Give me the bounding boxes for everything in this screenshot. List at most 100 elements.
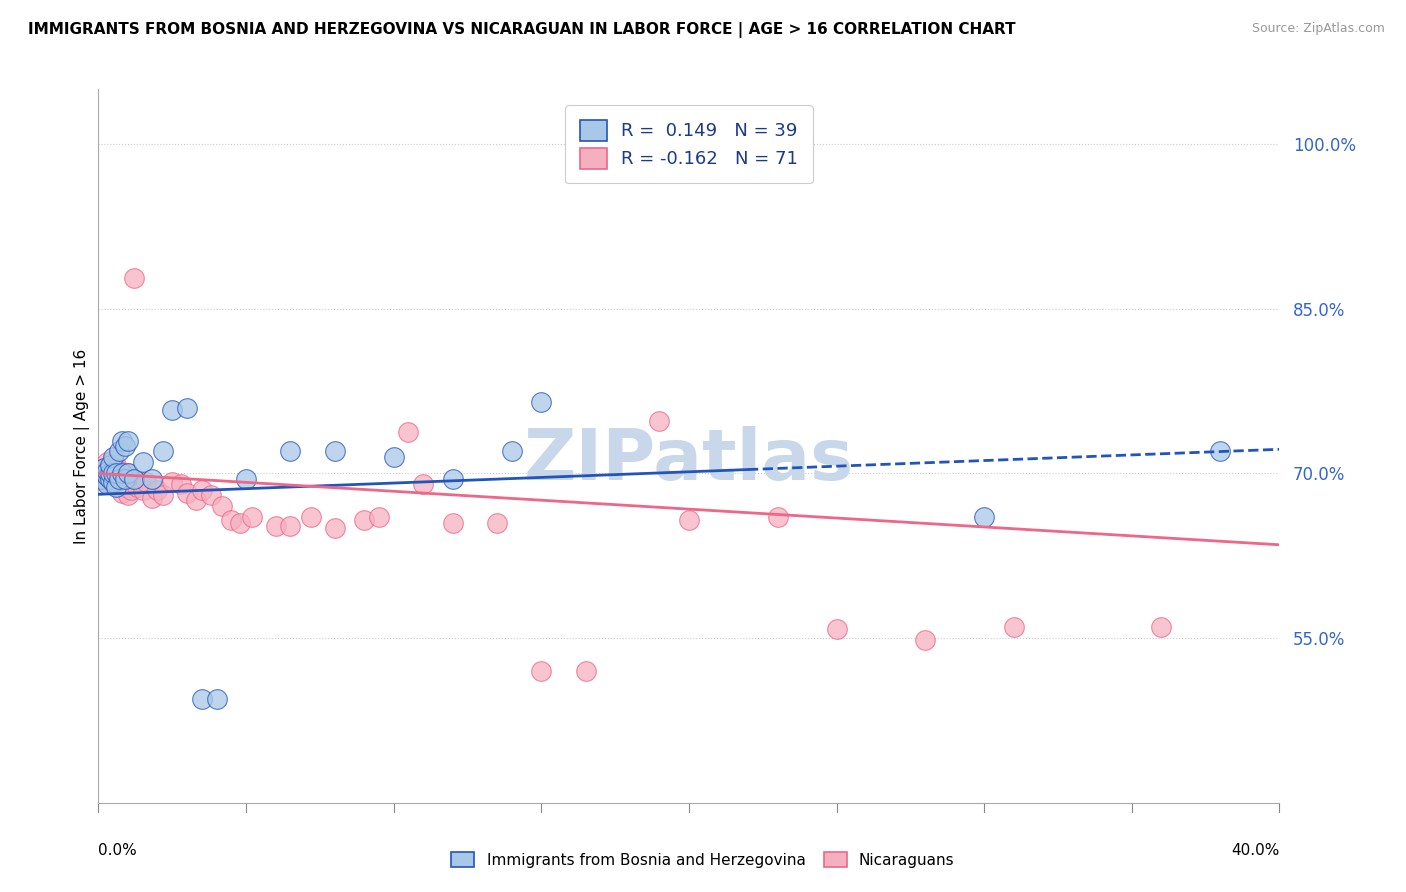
Point: [103, 453, 125, 467]
Point: [486, 516, 509, 530]
Point: [135, 475, 157, 490]
Point: [117, 434, 139, 448]
Point: [264, 519, 287, 533]
Point: [353, 512, 375, 526]
Point: [382, 450, 405, 464]
Point: [412, 477, 434, 491]
Point: [93, 467, 115, 481]
Point: [323, 521, 346, 535]
Point: [152, 488, 174, 502]
Text: 0.0%: 0.0%: [98, 843, 138, 858]
Point: [219, 512, 242, 526]
Point: [825, 623, 848, 637]
Point: [111, 467, 134, 481]
Point: [96, 477, 118, 491]
Point: [678, 512, 700, 526]
Point: [96, 464, 118, 478]
Point: [98, 459, 121, 474]
Point: [93, 461, 115, 475]
Point: [162, 475, 183, 490]
Point: [299, 510, 322, 524]
Point: [396, 425, 419, 439]
Point: [128, 475, 150, 490]
Point: [441, 472, 464, 486]
Point: [530, 664, 553, 678]
Point: [96, 455, 118, 469]
Point: [141, 491, 163, 505]
Point: [108, 472, 131, 486]
Point: [1209, 444, 1232, 458]
Text: IMMIGRANTS FROM BOSNIA AND HERZEGOVINA VS NICARAGUAN IN LABOR FORCE | AGE > 16 C: IMMIGRANTS FROM BOSNIA AND HERZEGOVINA V…: [28, 22, 1015, 38]
Point: [120, 483, 142, 497]
Point: [141, 472, 163, 486]
Point: [114, 439, 136, 453]
Point: [114, 480, 136, 494]
Text: 40.0%: 40.0%: [1232, 843, 1279, 858]
Point: [105, 467, 128, 481]
Point: [117, 467, 139, 481]
Point: [914, 633, 936, 648]
Point: [108, 472, 131, 486]
Point: [176, 401, 198, 415]
Point: [120, 472, 142, 486]
Point: [278, 444, 302, 458]
Point: [766, 510, 789, 524]
Point: [90, 472, 112, 486]
Point: [114, 472, 136, 486]
Point: [98, 472, 121, 486]
Point: [368, 510, 391, 524]
Point: [1150, 620, 1173, 634]
Point: [211, 500, 233, 514]
Point: [111, 434, 134, 448]
Point: [574, 664, 596, 678]
Point: [98, 472, 121, 486]
Legend: Immigrants from Bosnia and Herzegovina, Nicaraguans: Immigrants from Bosnia and Herzegovina, …: [444, 844, 962, 875]
Point: [530, 395, 553, 409]
Point: [240, 510, 263, 524]
Point: [96, 468, 118, 483]
Point: [122, 271, 145, 285]
Point: [125, 480, 148, 494]
Point: [108, 480, 131, 494]
Point: [117, 477, 139, 491]
Point: [108, 444, 131, 458]
Point: [103, 461, 125, 475]
Point: [146, 483, 169, 497]
Point: [170, 477, 193, 491]
Point: [111, 468, 134, 483]
Y-axis label: In Labor Force | Age > 16: In Labor Force | Age > 16: [75, 349, 90, 543]
Point: [105, 467, 128, 481]
Point: [235, 472, 257, 486]
Point: [103, 477, 125, 491]
Point: [117, 488, 139, 502]
Point: [96, 475, 118, 490]
Point: [105, 473, 128, 487]
Legend: R =  0.149   N = 39, R = -0.162   N = 71: R = 0.149 N = 39, R = -0.162 N = 71: [565, 105, 813, 183]
Point: [93, 472, 115, 486]
Point: [111, 477, 134, 491]
Point: [103, 450, 125, 464]
Point: [93, 461, 115, 475]
Point: [108, 464, 131, 478]
Point: [501, 444, 523, 458]
Point: [114, 472, 136, 486]
Point: [229, 516, 252, 530]
Point: [132, 483, 155, 497]
Point: [103, 467, 125, 481]
Point: [103, 468, 125, 483]
Point: [973, 510, 995, 524]
Point: [98, 467, 121, 481]
Point: [176, 486, 198, 500]
Point: [98, 467, 121, 481]
Point: [191, 691, 214, 706]
Point: [117, 467, 139, 481]
Point: [441, 516, 464, 530]
Point: [323, 444, 346, 458]
Text: ZIPatlas: ZIPatlas: [524, 425, 853, 495]
Point: [184, 492, 207, 507]
Point: [103, 475, 125, 490]
Text: Source: ZipAtlas.com: Source: ZipAtlas.com: [1251, 22, 1385, 36]
Point: [152, 444, 174, 458]
Point: [162, 402, 183, 417]
Point: [200, 488, 222, 502]
